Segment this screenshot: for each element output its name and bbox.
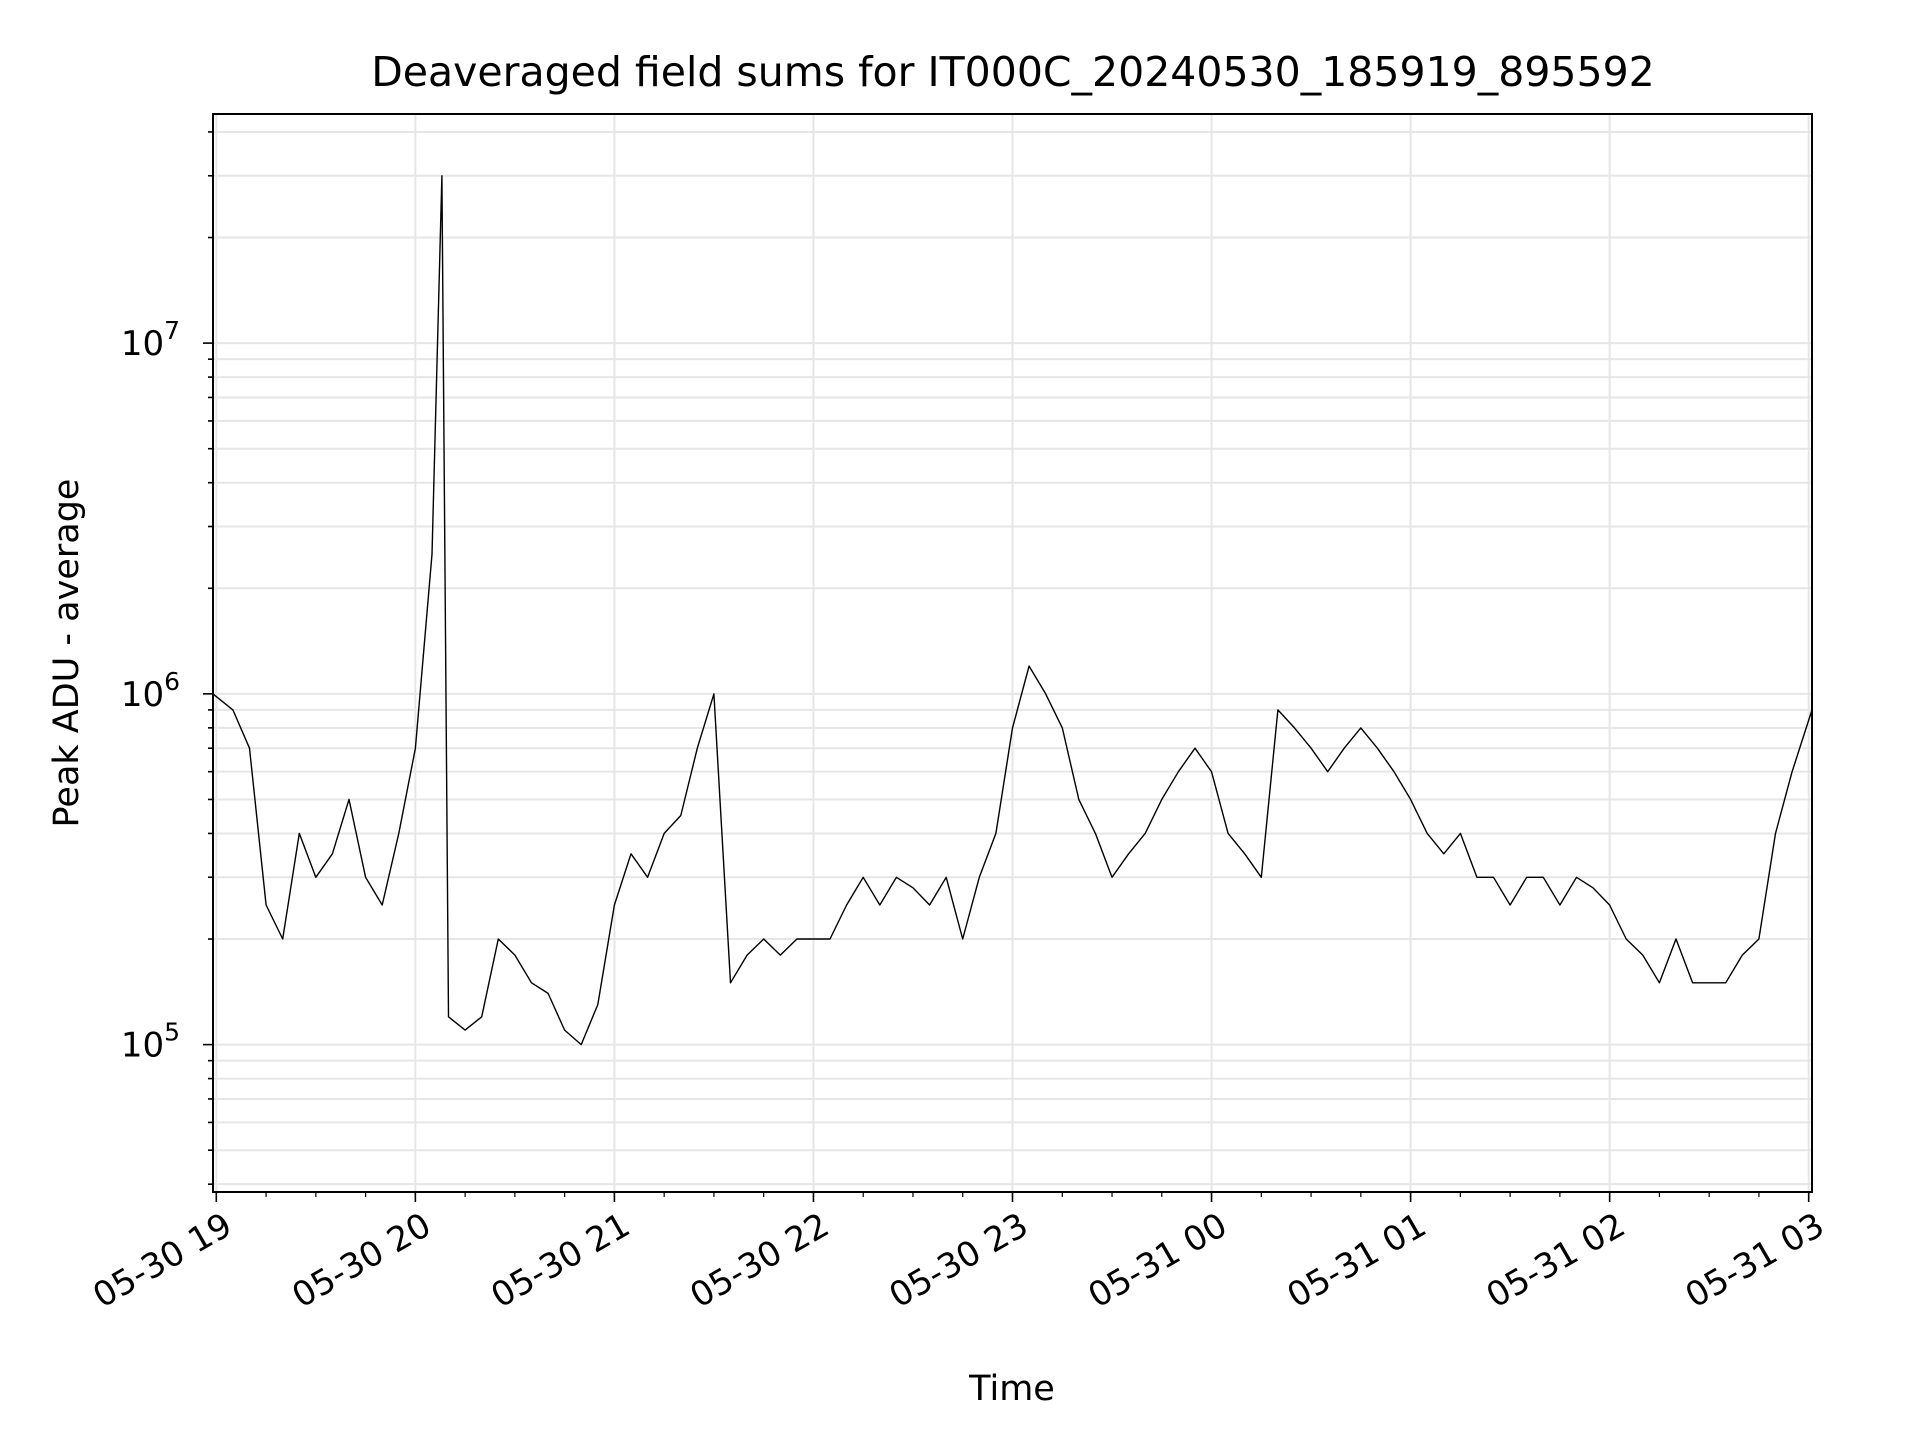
x-tick-label: 05-31 00 [1082,1205,1234,1316]
y-axis-ticks: 105 106 107 [121,131,213,1185]
x-tick-label: 05-30 22 [684,1205,836,1316]
x-tick-label: 05-30 19 [86,1205,238,1316]
y-tick-label: 107 [121,316,180,364]
x-tick-label: 05-31 02 [1480,1205,1632,1316]
grid-lines [213,114,1812,1192]
x-tick-label: 05-30 21 [485,1205,637,1316]
x-axis-ticks: 05-30 19 05-30 20 05-30 21 05-30 22 05-30 23… [86,1192,1831,1316]
x-tick-label: 05-30 20 [285,1205,437,1316]
x-tick-label: 05-30 23 [883,1205,1035,1316]
y-tick-label: 106 [121,667,180,715]
x-tick-label: 05-31 01 [1281,1205,1433,1316]
series-layer [212,175,1813,1046]
x-axis-label: Time [968,1369,1055,1409]
chart-title: Deaveraged field sums for IT000C_2024053… [371,48,1655,96]
x-tick-label: 05-31 03 [1679,1205,1831,1316]
series-line [212,175,1813,1046]
y-axis-label: Peak ADU - average [47,479,87,828]
y-tick-label: 105 [121,1018,180,1066]
